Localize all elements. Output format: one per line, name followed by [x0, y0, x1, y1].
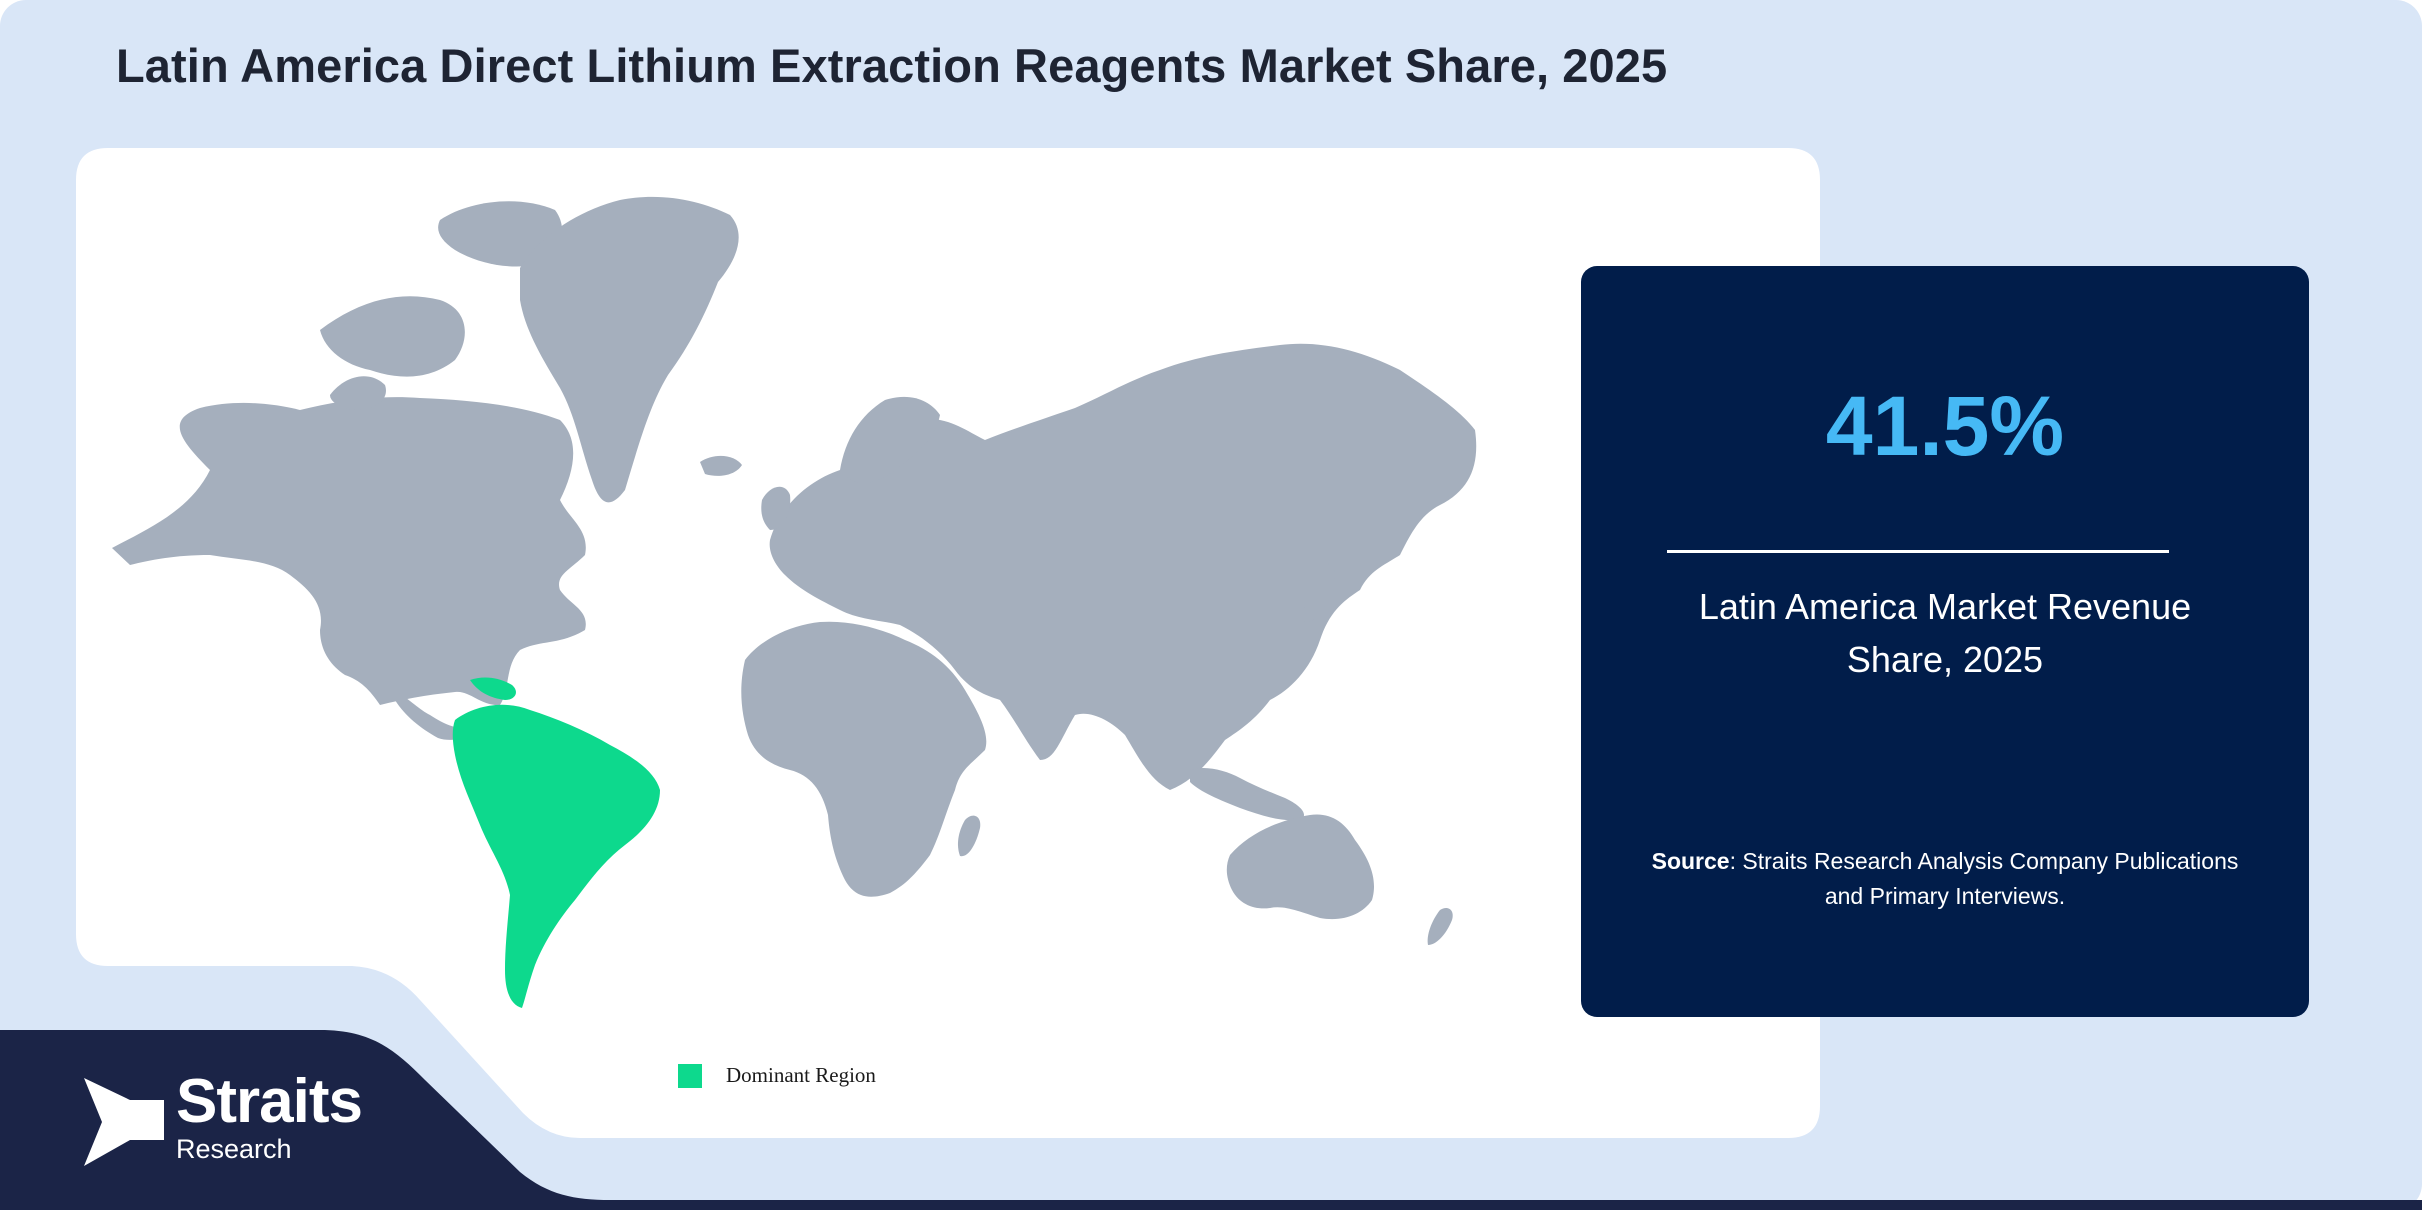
source-text: : Straits Research Analysis Company Publ… [1729, 848, 2239, 909]
arctic-islands-shape-3 [330, 376, 386, 410]
straits-logo-icon [84, 1078, 164, 1166]
world-map [112, 196, 1477, 945]
source-label: Source [1651, 848, 1730, 874]
caribbean-shape [470, 677, 516, 700]
arctic-islands-shape [320, 296, 465, 377]
legend-label: Dominant Region [726, 1063, 876, 1087]
africa-shape [741, 621, 987, 897]
iceland-shape [700, 455, 742, 476]
central-america-shape [395, 690, 470, 740]
new-zealand-shape [1427, 908, 1453, 945]
madagascar-shape [957, 815, 981, 857]
market-share-value: 41.5% [1825, 379, 2065, 473]
divider [1667, 550, 2169, 553]
greenland-shape [520, 196, 739, 503]
north-america-shape [112, 397, 586, 706]
arctic-islands-shape-2 [438, 201, 563, 267]
brand-name: Straits [176, 1067, 363, 1136]
bottom-band [0, 1030, 2422, 1210]
legend-swatch [678, 1063, 702, 1088]
british-isles-shape [761, 486, 791, 530]
map-legend: Dominant Region [678, 1063, 876, 1088]
stat-card: 41.5% Latin America Market Revenue Share… [1581, 266, 2309, 1017]
southeast-asia-shape [1190, 767, 1305, 821]
japan-shape [1302, 560, 1335, 622]
latin-america-highlight [452, 677, 660, 1008]
australia-shape [1226, 814, 1375, 920]
scandinavia-shape [840, 396, 940, 484]
page-title: Latin America Direct Lithium Extraction … [116, 39, 1668, 92]
market-share-label: Latin America Market Revenue Share, 2025 [1698, 586, 2192, 680]
brand-subtitle: Research [176, 1134, 292, 1164]
south-america-shape [452, 704, 660, 1008]
eurasia-shape [769, 343, 1477, 790]
source-note: Source: Straits Research Analysis Compan… [1641, 844, 2249, 914]
